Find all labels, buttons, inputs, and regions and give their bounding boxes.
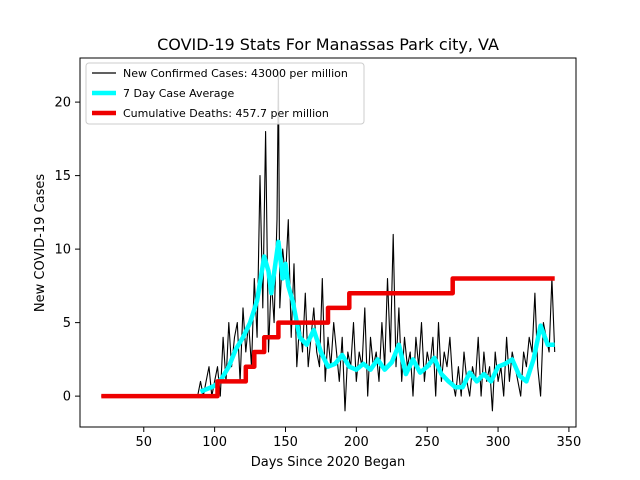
legend-label-2: 7 Day Case Average xyxy=(123,87,235,100)
legend-box xyxy=(85,62,365,125)
y-tick-label: 0 xyxy=(63,390,71,405)
y-axis-label: New COVID-19 Cases xyxy=(33,174,48,312)
x-tick-label: 150 xyxy=(273,435,298,450)
x-tick-label: 250 xyxy=(415,435,440,450)
y-tick-label: 5 xyxy=(63,316,71,331)
series-line-3 xyxy=(101,276,555,399)
plot-frame xyxy=(79,57,577,428)
legend: New Confirmed Cases: 43000 per million 7 … xyxy=(85,62,365,125)
x-tick-label: 350 xyxy=(557,435,582,450)
plot-area: 50 100 150 200 250 300 350 0 5 10 15 20 xyxy=(54,57,582,450)
legend-label-3: Cumulative Deaths: 457.7 per million xyxy=(123,107,329,120)
x-tick-label: 200 xyxy=(344,435,369,450)
chart-title: COVID-19 Stats For Manassas Park city, V… xyxy=(157,35,499,54)
x-tick-label: 100 xyxy=(202,435,227,450)
y-tick-label: 10 xyxy=(54,243,71,258)
y-tick-label: 20 xyxy=(54,96,71,111)
series-line-2 xyxy=(199,239,555,394)
x-tick-label: 50 xyxy=(135,435,152,450)
x-tick-label: 300 xyxy=(486,435,511,450)
y-tick-label: 15 xyxy=(54,169,71,184)
legend-label-1: New Confirmed Cases: 43000 per million xyxy=(123,67,348,80)
x-axis-label: Days Since 2020 Began xyxy=(251,455,406,470)
